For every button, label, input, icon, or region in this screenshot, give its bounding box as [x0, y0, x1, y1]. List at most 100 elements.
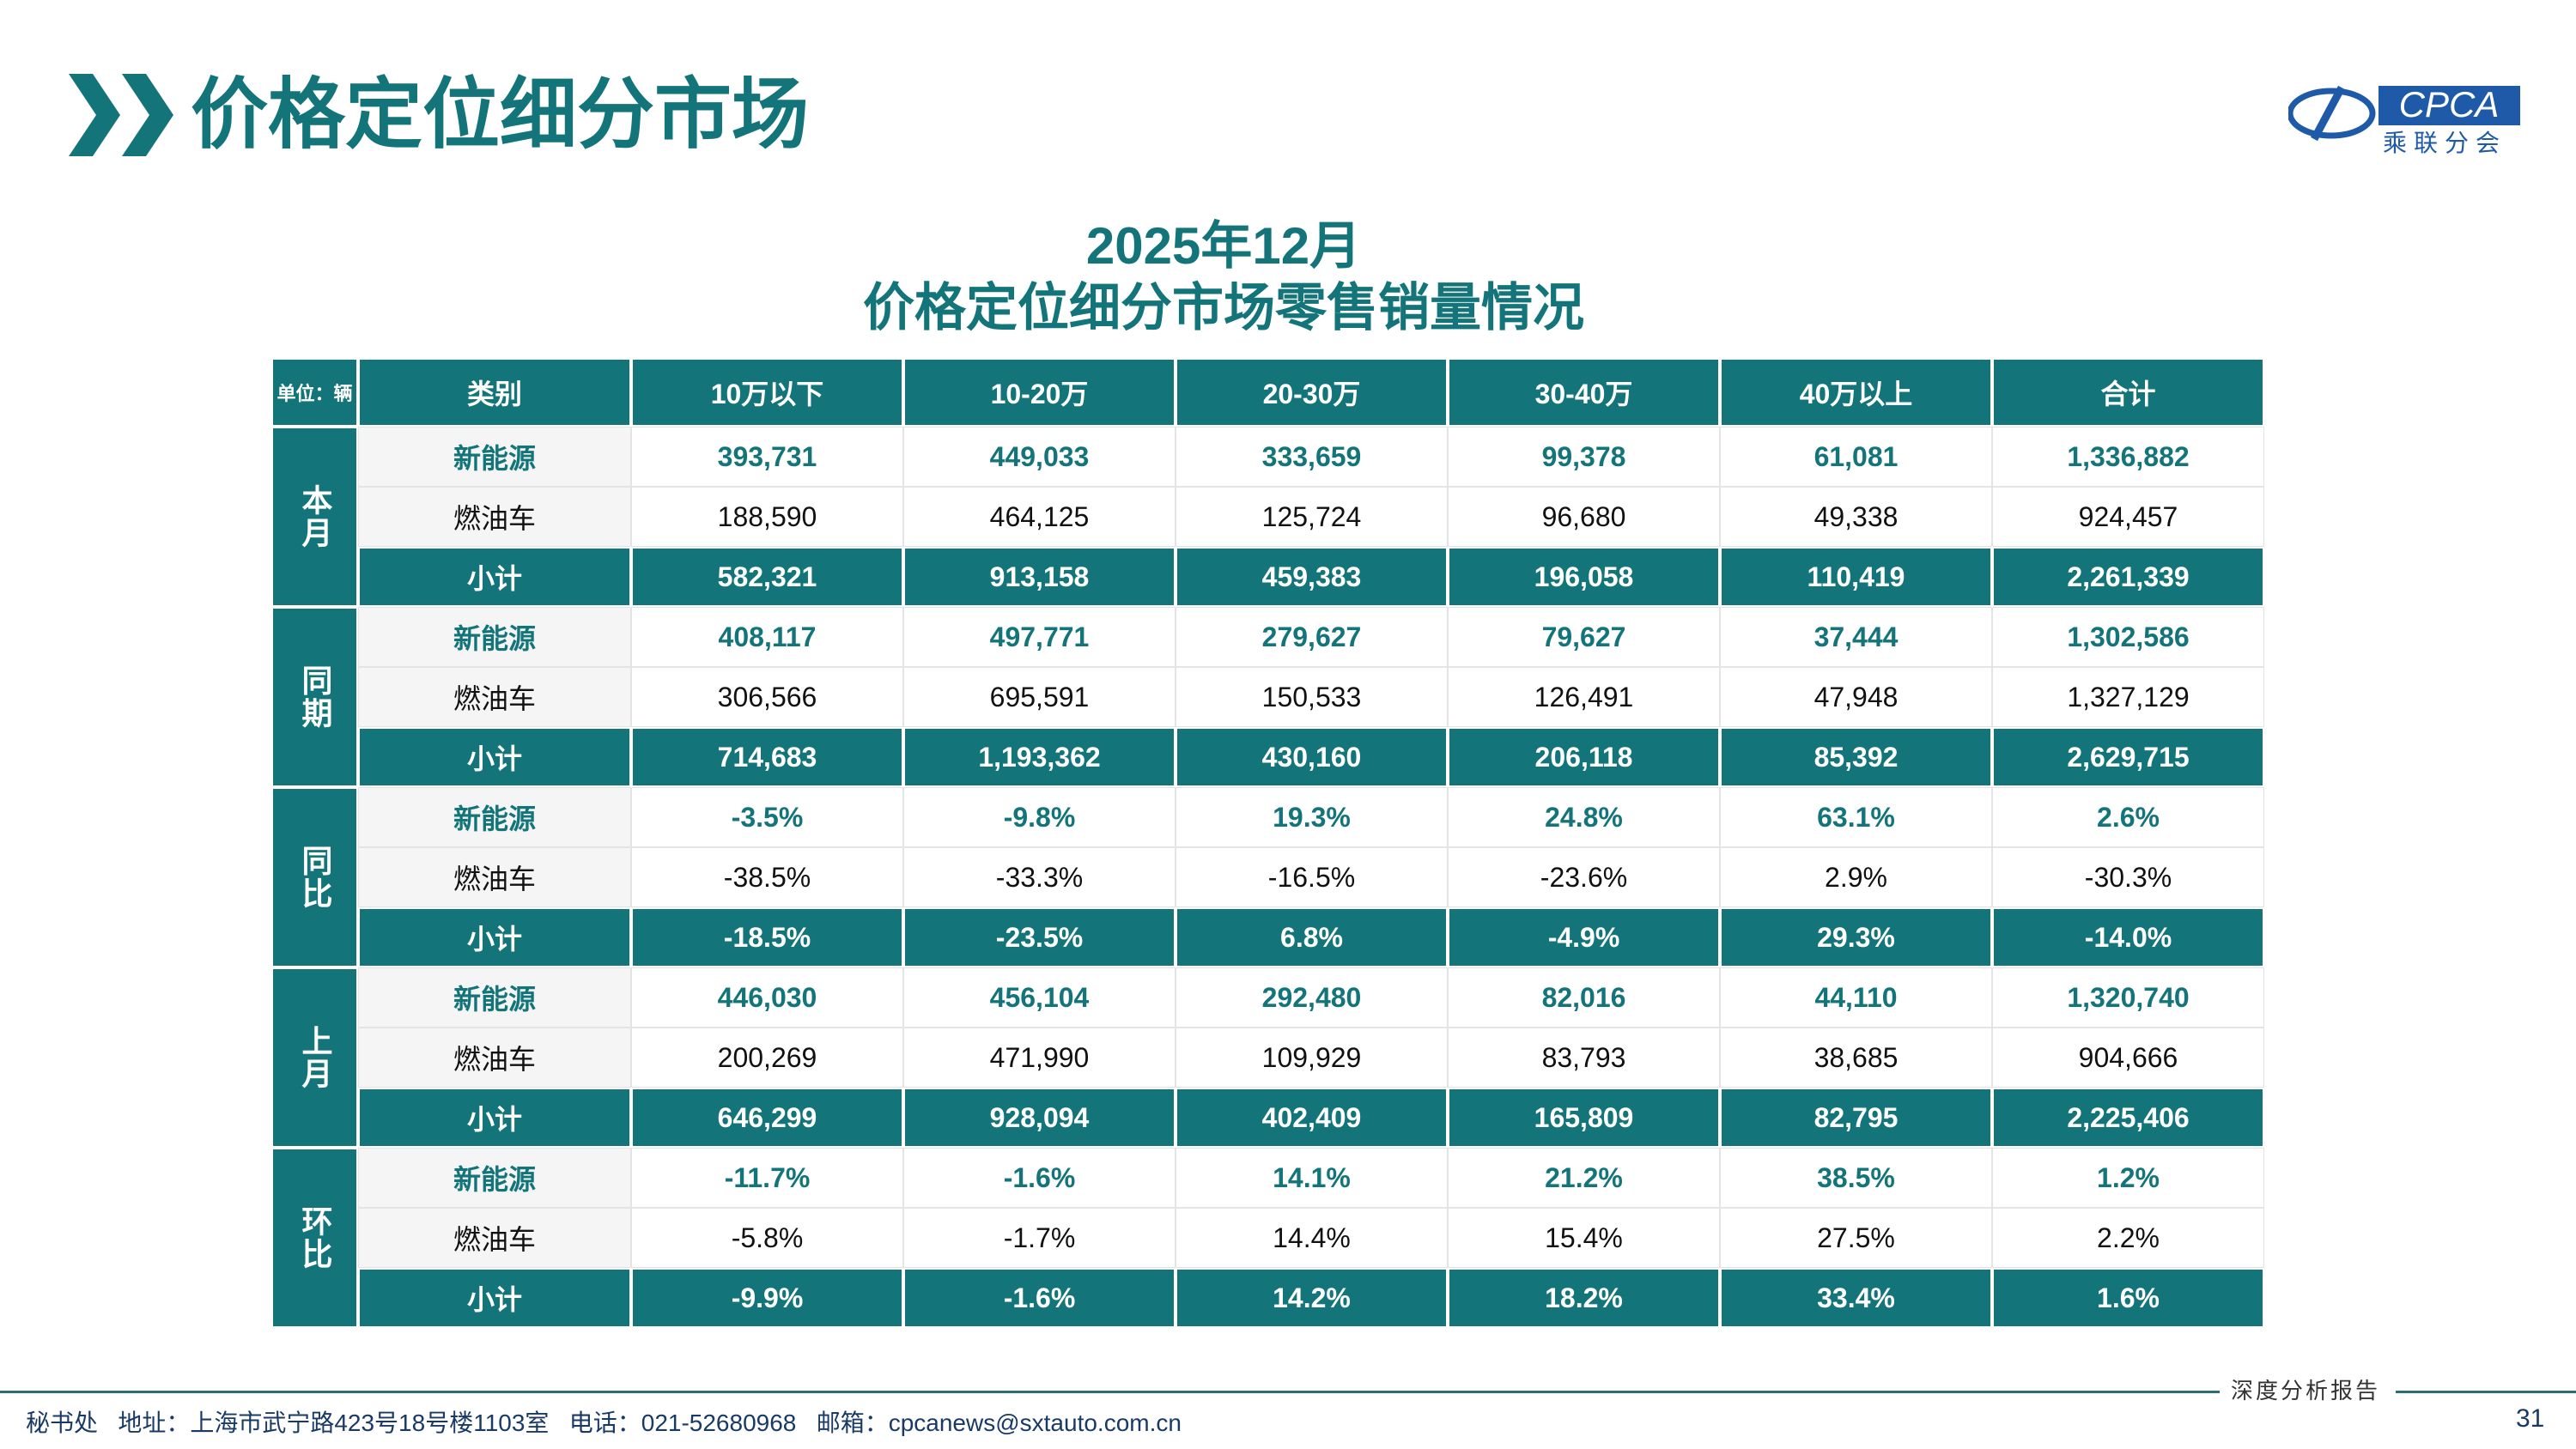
row-type: 小计 — [358, 727, 631, 787]
value-cell: 38.5% — [1720, 1148, 1992, 1208]
value-cell: -5.8% — [631, 1208, 903, 1268]
value-cell: 904,666 — [1992, 1028, 2264, 1088]
value-cell: 306,566 — [631, 667, 903, 727]
table-subtitle: 价格定位细分市场零售销量情况 — [863, 279, 1584, 336]
value-cell: 82,795 — [1720, 1088, 1992, 1148]
value-cell: 38,685 — [1720, 1028, 1992, 1088]
value-cell: 14.1% — [1176, 1148, 1448, 1208]
value-cell: 1,193,362 — [903, 727, 1176, 787]
group-label: 环比 — [271, 1148, 358, 1328]
value-cell: 85,392 — [1720, 727, 1992, 787]
value-cell: 408,117 — [631, 607, 903, 667]
value-cell: 430,160 — [1176, 727, 1448, 787]
table-title: 2025年12月 — [1085, 217, 1362, 275]
row-type: 新能源 — [358, 967, 631, 1028]
value-cell: 19.3% — [1176, 787, 1448, 847]
value-cell: 165,809 — [1448, 1088, 1720, 1148]
value-cell: 1,320,740 — [1992, 967, 2264, 1028]
value-cell: 497,771 — [903, 607, 1176, 667]
value-cell: -33.3% — [903, 847, 1176, 907]
column-header: 类别 — [358, 358, 631, 427]
value-cell: 928,094 — [903, 1088, 1176, 1148]
row-type: 新能源 — [358, 1148, 631, 1208]
value-cell: 279,627 — [1176, 607, 1448, 667]
value-cell: -16.5% — [1176, 847, 1448, 907]
value-cell: 29.3% — [1720, 907, 1992, 967]
value-cell: 18.2% — [1448, 1268, 1720, 1328]
value-cell: -9.9% — [631, 1268, 903, 1328]
group-label: 本月 — [271, 427, 358, 607]
value-cell: 446,030 — [631, 967, 903, 1028]
column-header: 合计 — [1992, 358, 2264, 427]
value-cell: 96,680 — [1448, 487, 1720, 547]
value-cell: 393,731 — [631, 427, 903, 487]
value-cell: 2.9% — [1720, 847, 1992, 907]
value-cell: 206,118 — [1448, 727, 1720, 787]
column-header: 40万以上 — [1720, 358, 1992, 427]
value-cell: 83,793 — [1448, 1028, 1720, 1088]
value-cell: 14.2% — [1176, 1268, 1448, 1328]
value-cell: 15.4% — [1448, 1208, 1720, 1268]
value-cell: 292,480 — [1176, 967, 1448, 1028]
page-number: 31 — [2516, 1404, 2545, 1433]
value-cell: -18.5% — [631, 907, 903, 967]
value-cell: 63.1% — [1720, 787, 1992, 847]
chevrons — [69, 74, 173, 156]
value-cell: 188,590 — [631, 487, 903, 547]
value-cell: 459,383 — [1176, 547, 1448, 607]
row-type: 燃油车 — [358, 1208, 631, 1268]
row-type: 小计 — [358, 547, 631, 607]
value-cell: 150,533 — [1176, 667, 1448, 727]
value-cell: 47,948 — [1720, 667, 1992, 727]
logo-text: CPCA — [2399, 84, 2500, 124]
value-cell: 44,110 — [1720, 967, 1992, 1028]
value-cell: 109,929 — [1176, 1028, 1448, 1088]
group-label: 上月 — [271, 967, 358, 1148]
value-cell: 2,261,339 — [1992, 547, 2264, 607]
value-cell: 49,338 — [1720, 487, 1992, 547]
value-cell: 33.4% — [1720, 1268, 1992, 1328]
column-header: 10-20万 — [903, 358, 1176, 427]
report-label: 深度分析报告 — [2230, 1379, 2380, 1404]
value-cell: 333,659 — [1176, 427, 1448, 487]
value-cell: 1,336,882 — [1992, 427, 2264, 487]
value-cell: -3.5% — [631, 787, 903, 847]
value-cell: 82,016 — [1448, 967, 1720, 1028]
row-type: 小计 — [358, 1088, 631, 1148]
value-cell: 1.6% — [1992, 1268, 2264, 1328]
footer-line — [2396, 1391, 2576, 1393]
value-cell: 126,491 — [1448, 667, 1720, 727]
group-label: 同比 — [271, 787, 358, 967]
value-cell: -1.7% — [903, 1208, 1176, 1268]
value-cell: 1,327,129 — [1992, 667, 2264, 727]
row-type: 燃油车 — [358, 847, 631, 907]
value-cell: -23.6% — [1448, 847, 1720, 907]
value-cell: 464,125 — [903, 487, 1176, 547]
value-cell: 79,627 — [1448, 607, 1720, 667]
value-cell: -38.5% — [631, 847, 903, 907]
value-cell: 61,081 — [1720, 427, 1992, 487]
value-cell: 21.2% — [1448, 1148, 1720, 1208]
footer-contact: 秘书处 地址：上海市武宁路423号18号楼1103室 电话：021-526809… — [26, 1410, 1182, 1436]
value-cell: 695,591 — [903, 667, 1176, 727]
row-type: 燃油车 — [358, 667, 631, 727]
column-header: 10万以下 — [631, 358, 903, 427]
value-cell: -30.3% — [1992, 847, 2264, 907]
value-cell: 913,158 — [903, 547, 1176, 607]
value-cell: 1.2% — [1992, 1148, 2264, 1208]
value-cell: 456,104 — [903, 967, 1176, 1028]
value-cell: 2,629,715 — [1992, 727, 2264, 787]
value-cell: 24.8% — [1448, 787, 1720, 847]
row-type: 燃油车 — [358, 487, 631, 547]
column-header: 30-40万 — [1448, 358, 1720, 427]
value-cell: 2,225,406 — [1992, 1088, 2264, 1148]
value-cell: 924,457 — [1992, 487, 2264, 547]
row-type: 燃油车 — [358, 1028, 631, 1088]
page-title: 价格定位细分市场 — [191, 72, 809, 158]
value-cell: -1.6% — [903, 1148, 1176, 1208]
logo: CPCA 乘联分会 — [2288, 84, 2520, 156]
value-cell: 14.4% — [1176, 1208, 1448, 1268]
logo-subtext: 乘联分会 — [2383, 130, 2506, 156]
value-cell: 646,299 — [631, 1088, 903, 1148]
